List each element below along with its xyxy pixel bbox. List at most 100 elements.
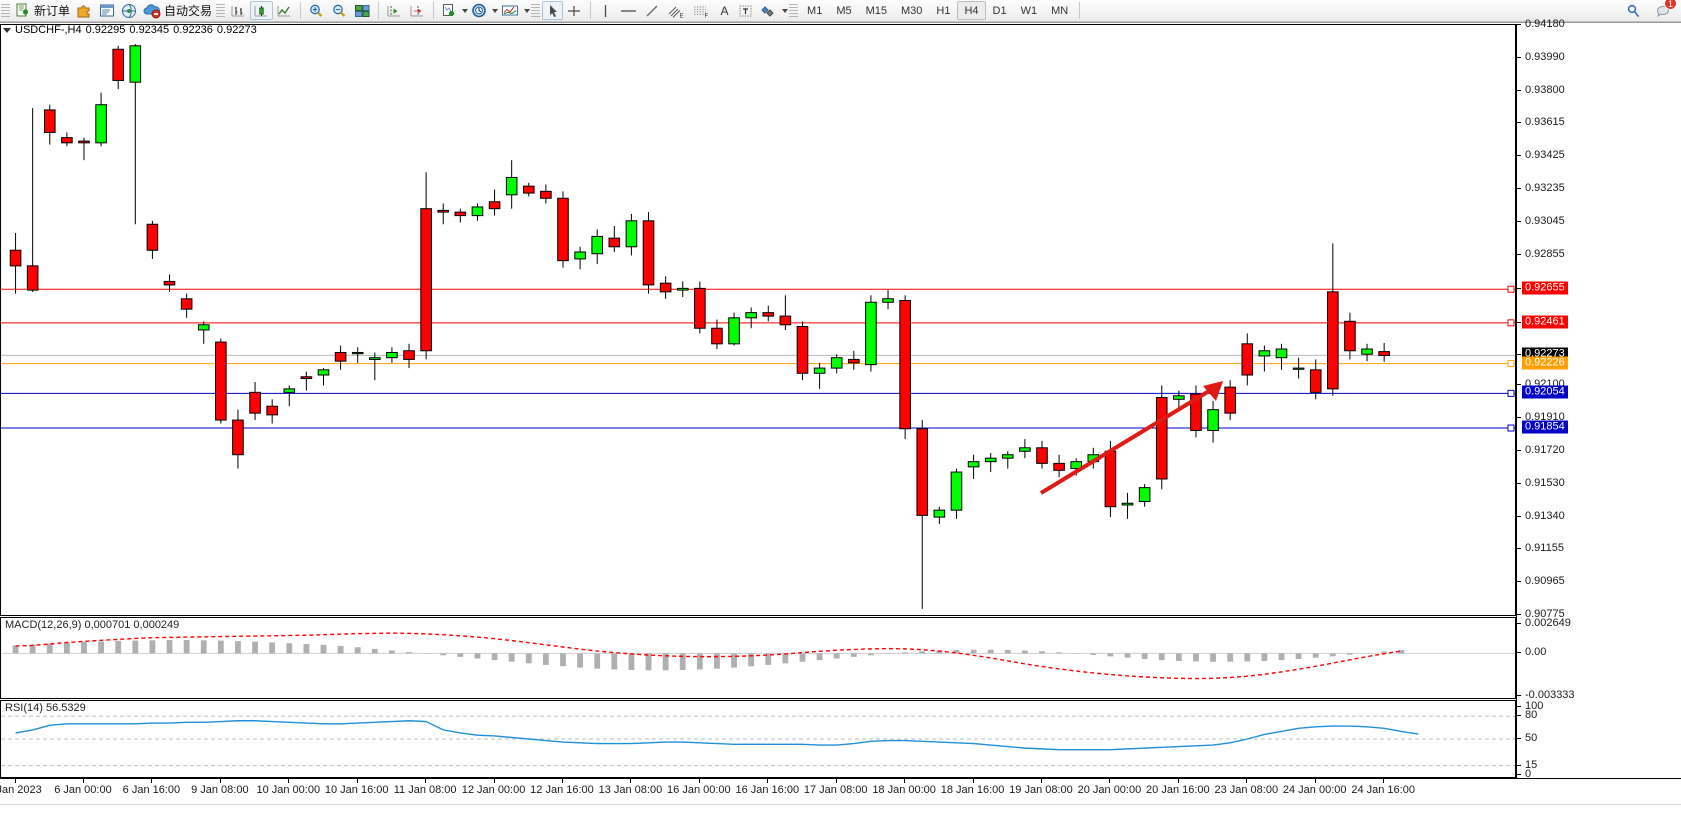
crosshair-icon bbox=[568, 5, 581, 16]
time-axis-label: 12 Jan 16:00 bbox=[530, 784, 594, 796]
timeframe-label: H4 bbox=[964, 4, 979, 17]
axis-tick bbox=[1517, 417, 1521, 419]
toolbar-divider bbox=[300, 2, 302, 19]
shapes-tool-button[interactable] bbox=[756, 1, 781, 20]
rsi-chart-canvas[interactable] bbox=[1, 701, 1515, 777]
shapes-chevron-down-icon[interactable] bbox=[782, 8, 789, 13]
timeframe-m30[interactable]: M30 bbox=[894, 1, 929, 20]
timeframe-label: M30 bbox=[901, 4, 923, 17]
time-axis-label: 5 Jan 2023 bbox=[0, 784, 42, 796]
timeframe-h1[interactable]: H1 bbox=[929, 1, 957, 20]
axis-tick bbox=[1517, 652, 1521, 654]
zoom-out-button[interactable] bbox=[328, 1, 351, 20]
timeframe-label: D1 bbox=[992, 4, 1007, 17]
quote-high: 0.92345 bbox=[129, 24, 170, 36]
toolbar-grip[interactable] bbox=[1, 2, 10, 19]
time-tick bbox=[425, 779, 427, 783]
horizontal-line-tool-button[interactable] bbox=[616, 1, 641, 20]
terminal-window-icon bbox=[100, 4, 115, 16]
time-tick bbox=[698, 779, 700, 783]
price-tick-label: 0.91155 bbox=[1525, 542, 1564, 555]
candlestick-chart-button[interactable] bbox=[250, 1, 274, 20]
price-tick-label: 0.91910 bbox=[1525, 411, 1565, 424]
zoom-in-button[interactable] bbox=[305, 1, 328, 20]
macd-tick-label: -0.003333 bbox=[1525, 689, 1575, 701]
axis-tick bbox=[1517, 220, 1521, 222]
equidistant-channel-tool-button[interactable]: E bbox=[664, 1, 689, 20]
search-button[interactable] bbox=[1623, 1, 1644, 20]
time-axis-label: 20 Jan 00:00 bbox=[1077, 784, 1142, 796]
chart-menu-chevron-down-icon[interactable] bbox=[3, 27, 11, 33]
axis-tick bbox=[1517, 288, 1521, 290]
timeframe-m15[interactable]: M15 bbox=[859, 1, 894, 20]
indicators-chevron-down-icon[interactable] bbox=[462, 8, 469, 13]
rsi-tick-label: 0 bbox=[1525, 768, 1532, 780]
time-axis-label: 11 Jan 08:00 bbox=[393, 784, 457, 796]
axis-tick bbox=[1517, 24, 1521, 25]
axis-tick bbox=[1517, 774, 1521, 775]
price-level-label-support[interactable]: 0.92054 bbox=[1522, 385, 1568, 399]
price-level-label-resistance[interactable]: 0.92655 bbox=[1522, 281, 1568, 295]
timeframe-w1[interactable]: W1 bbox=[1014, 1, 1045, 20]
new-order-button[interactable]: 新订单 bbox=[12, 1, 73, 20]
time-tick bbox=[1109, 779, 1111, 783]
price-chart-canvas[interactable] bbox=[1, 25, 1515, 615]
bar-chart-button[interactable] bbox=[227, 1, 250, 20]
indicators-button[interactable] bbox=[438, 1, 461, 20]
macd-chart-canvas[interactable] bbox=[1, 618, 1515, 698]
auto-scroll-icon bbox=[387, 5, 401, 16]
timeframe-m1[interactable]: M1 bbox=[800, 1, 829, 20]
price-scale[interactable]: 0.94180 0.93990 0.93800 0.93615 0.93425 0.932… bbox=[1516, 18, 1681, 780]
fibonacci-tool-button[interactable]: F bbox=[689, 1, 714, 20]
vertical-line-tool-button[interactable] bbox=[595, 1, 616, 20]
timeframe-mn[interactable]: MN bbox=[1044, 1, 1075, 20]
time-tick bbox=[82, 779, 84, 783]
time-tick bbox=[1246, 779, 1248, 783]
templates-chevron-down-icon[interactable] bbox=[524, 8, 531, 13]
price-level-label-resistance[interactable]: 0.92461 bbox=[1522, 315, 1568, 329]
shift-end-button[interactable] bbox=[383, 1, 406, 20]
axis-tick bbox=[1517, 450, 1521, 452]
rsi-tick-label: 15 bbox=[1525, 758, 1538, 771]
autotrading-button[interactable]: 自动交易 bbox=[140, 1, 215, 20]
price-level-label-support[interactable]: 0.91854 bbox=[1522, 420, 1568, 434]
templates-button[interactable] bbox=[498, 1, 523, 20]
text-label-tool-button[interactable] bbox=[735, 1, 756, 20]
toolbar-grip-2[interactable] bbox=[216, 2, 226, 19]
toolbar-grip-3[interactable] bbox=[531, 2, 541, 19]
time-axis-label: 23 Jan 08:00 bbox=[1214, 784, 1279, 796]
horizontal-line-icon bbox=[621, 9, 637, 12]
trendline-tool-button[interactable] bbox=[641, 1, 664, 20]
strategy-tester-button[interactable] bbox=[96, 1, 118, 20]
price-tick-label: 0.93615 bbox=[1525, 115, 1565, 128]
timeframe-h4[interactable]: H4 bbox=[957, 1, 986, 20]
time-axis[interactable]: 5 Jan 2023 6 Jan 00:00 6 Jan 16:00 9 Jan 08… bbox=[0, 778, 1681, 803]
rsi-pane[interactable]: RSI(14) 56.5329 bbox=[0, 700, 1516, 778]
symbol-quote-bar: USDCHF-,H4 0.92295 0.92345 0.92236 0.922… bbox=[0, 23, 1516, 37]
toolbar-divider-2 bbox=[378, 2, 380, 19]
timeframe-d1[interactable]: D1 bbox=[986, 1, 1014, 20]
time-tick bbox=[356, 779, 358, 783]
periods-button[interactable] bbox=[468, 1, 491, 20]
periods-chevron-down-icon[interactable] bbox=[492, 8, 499, 13]
chart-shift-button[interactable] bbox=[406, 1, 429, 20]
toolbar-divider-4 bbox=[590, 2, 592, 19]
tile-windows-button[interactable] bbox=[351, 1, 374, 20]
price-tick-label: 0.94180 bbox=[1525, 18, 1565, 30]
cursor-tool-button[interactable] bbox=[542, 1, 564, 20]
timeframe-m5[interactable]: M5 bbox=[829, 1, 858, 20]
time-axis-label: 6 Jan 16:00 bbox=[122, 784, 181, 796]
notifications-button[interactable]: 1 bbox=[1652, 0, 1677, 20]
price-level-label-pivot[interactable]: 0.92226 bbox=[1522, 356, 1568, 370]
main-toolbar: 新订单 自动交易 bbox=[0, 0, 1681, 22]
expert-advisors-button[interactable] bbox=[73, 1, 96, 20]
toolbar-grip-4[interactable] bbox=[789, 2, 799, 19]
timeframe-label: M15 bbox=[865, 4, 887, 17]
line-chart-button[interactable] bbox=[273, 1, 296, 20]
quote-low: 0.92236 bbox=[173, 24, 213, 36]
price-pane[interactable] bbox=[0, 24, 1516, 616]
market-watch-button[interactable] bbox=[118, 1, 140, 20]
text-tool-button[interactable]: A bbox=[714, 1, 735, 20]
crosshair-tool-button[interactable] bbox=[563, 1, 586, 20]
macd-pane[interactable]: MACD(12,26,9) 0,000701 0,000249 bbox=[0, 617, 1516, 699]
